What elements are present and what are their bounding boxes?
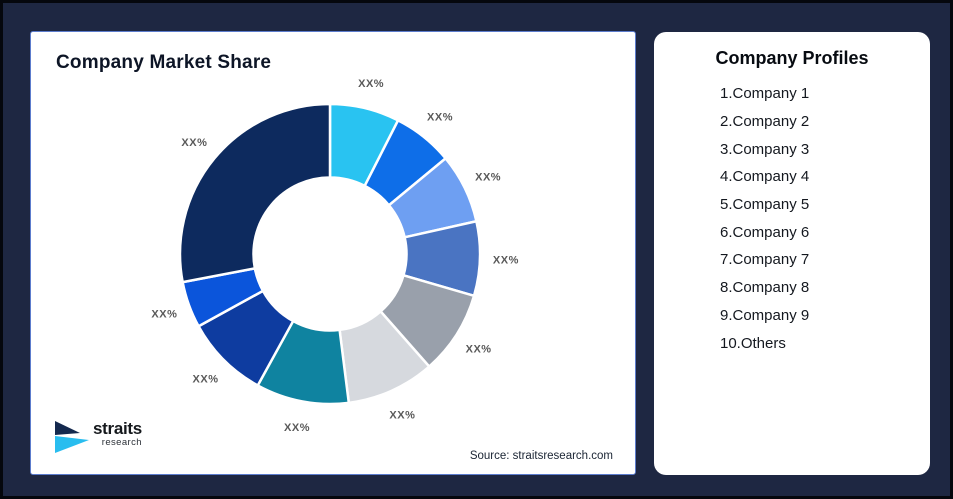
segment-data-label: XX% [427,112,453,124]
profile-item: 4.Company 4 [720,168,810,186]
profile-item: 3.Company 3 [720,140,810,158]
donut-segment-others [178,102,332,284]
segment-data-label: XX% [151,309,177,321]
logo-name: straits [93,419,142,438]
segment-data-label: XX% [466,343,492,355]
chart-title: Company Market Share [56,52,272,73]
profile-item: 9.Company 9 [720,306,810,324]
segment-data-label: XX% [493,255,519,267]
profile-item: 7.Company 7 [720,251,810,269]
market-share-card: Company Market Share XX% XX% XX% XX% XX% XX% X… [30,31,636,475]
straits-research-logo: straits research [53,420,142,454]
donut-chart-svg: XX% XX% XX% XX% XX% XX% XX% XX% XX% XX% [151,78,519,434]
logo-text: straits research [93,420,142,448]
donut-chart: XX% XX% XX% XX% XX% XX% XX% XX% XX% XX% [90,59,570,449]
segment-data-label: XX% [358,78,384,90]
profile-item: 5.Company 5 [720,196,810,214]
segment-data-label: XX% [475,172,501,184]
straits-logo-icon [55,421,89,453]
profiles-list: 1.Company 1 2.Company 2 3.Company 3 4.Compa… [720,80,809,357]
profiles-title: Company Profiles [715,48,869,68]
profile-item: 2.Company 2 [720,113,810,131]
company-profiles-card: Company Profiles 1.Company 1 2.Company 2 3… [654,32,930,475]
profile-item: 1.Company 1 [720,85,810,103]
profile-item: 10.Others [720,334,786,352]
logo-subtitle: research [101,437,142,448]
segment-data-label: XX% [389,409,415,421]
profile-item: 6.Company 6 [720,223,810,241]
profile-item: 8.Company 8 [720,279,810,297]
source-note: Source: straitsresearch.com [469,450,613,462]
segment-data-label: XX% [193,374,219,386]
segment-data-label: XX% [284,422,310,434]
segment-data-label: XX% [181,137,207,149]
